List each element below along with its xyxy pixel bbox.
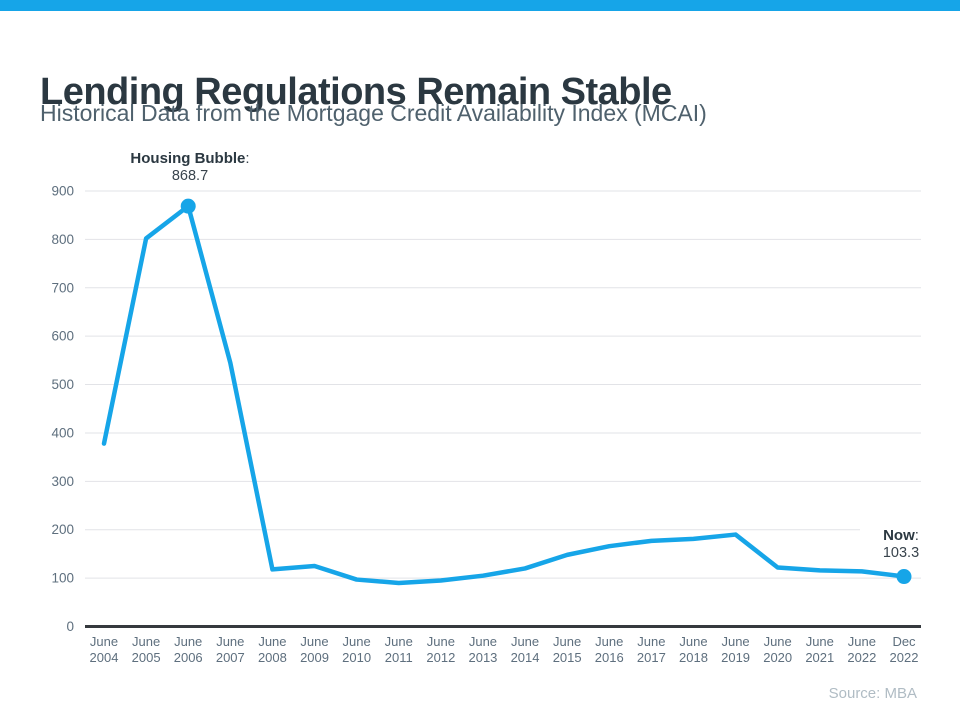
y-axis-tick-label: 700 — [51, 280, 74, 295]
x-axis-tick-label: June 2018 — [679, 634, 708, 665]
x-axis-tick-label: June 2010 — [342, 634, 371, 665]
page-subtitle: Historical Data from the Mortgage Credit… — [40, 100, 707, 126]
x-axis-tick-label: June 2007 — [216, 634, 245, 665]
x-axis-tick-label: June 2005 — [132, 634, 161, 665]
annotation-housing-bubble-value: 868.7 — [171, 168, 209, 184]
x-axis-tick-label: June 2012 — [426, 634, 455, 665]
y-axis-tick-label: 800 — [51, 232, 74, 247]
y-axis-tick-label: 0 — [66, 619, 74, 634]
x-axis-tick-label: June 2016 — [595, 634, 624, 665]
y-axis-tick-label: 400 — [51, 425, 74, 440]
x-axis-tick-label: June 2019 — [721, 634, 750, 665]
x-axis-tick-label: June 2006 — [174, 634, 203, 665]
x-axis-tick-label: June 2011 — [385, 634, 413, 665]
annotation-now: Now: 103.3 — [860, 526, 942, 562]
y-axis-tick-label: 100 — [51, 571, 74, 586]
x-axis-tick-label: June 2015 — [553, 634, 582, 665]
annotation-housing-bubble-label: Housing Bubble: — [130, 150, 250, 167]
annotation-now-value: 103.3 — [882, 545, 920, 561]
y-axis-tick-label: 600 — [51, 329, 74, 344]
x-axis-tick-label: June 2020 — [763, 634, 792, 665]
x-axis-tick-label: June 2022 — [847, 634, 876, 665]
annotation-housing-bubble: Housing Bubble: 868.7 — [95, 149, 285, 185]
chart-line — [101, 203, 907, 586]
y-axis-tick-label: 200 — [51, 522, 74, 537]
y-axis-tick-label: 900 — [51, 184, 74, 199]
y-axis-tick-label: 500 — [51, 377, 74, 392]
top-accent-bar — [0, 0, 960, 11]
x-axis-tick-label: June 2008 — [258, 634, 287, 665]
page-title: Lending Regulations Remain Stable — [40, 71, 672, 114]
annotation-now-label: Now: — [883, 527, 919, 544]
x-axis-tick-label: June 2004 — [90, 634, 119, 665]
source-attribution: Source: MBA — [828, 685, 917, 702]
x-axis-tick-label: June 2009 — [300, 634, 329, 665]
data-point-marker — [896, 569, 912, 585]
x-axis-tick-label: Dec 2022 — [890, 634, 919, 665]
x-axis-tick-label: June 2014 — [511, 634, 540, 665]
x-axis-tick-label: June 2013 — [468, 634, 497, 665]
data-point-marker — [180, 198, 196, 214]
x-axis-tick-label: June 2021 — [805, 634, 834, 665]
y-axis-tick-label: 300 — [51, 474, 74, 489]
x-axis-tick-label: June 2017 — [637, 634, 666, 665]
